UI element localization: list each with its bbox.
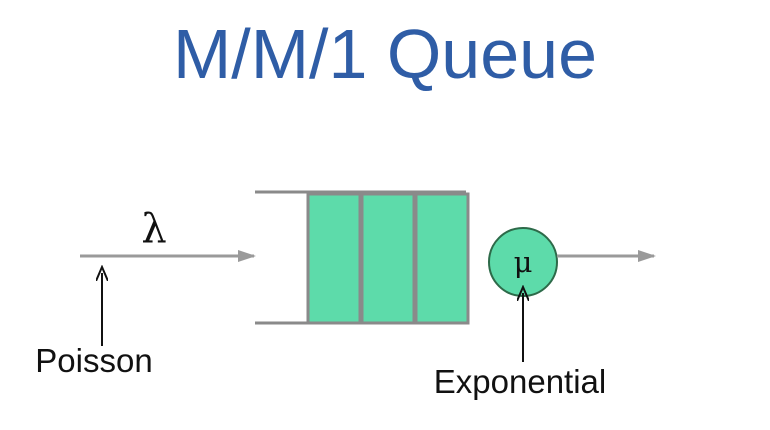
exponential-label: Exponential bbox=[434, 363, 606, 400]
queue-slot bbox=[414, 192, 470, 325]
diagram-title: M/M/1 Queue bbox=[173, 15, 597, 93]
arrival-rate-symbol: λ bbox=[141, 206, 166, 252]
queue-slot bbox=[360, 192, 416, 325]
service-rate-symbol: μ bbox=[514, 245, 533, 279]
queue-slot bbox=[306, 192, 362, 325]
poisson-label: Poisson bbox=[35, 342, 152, 379]
queue-buffer bbox=[306, 192, 470, 325]
